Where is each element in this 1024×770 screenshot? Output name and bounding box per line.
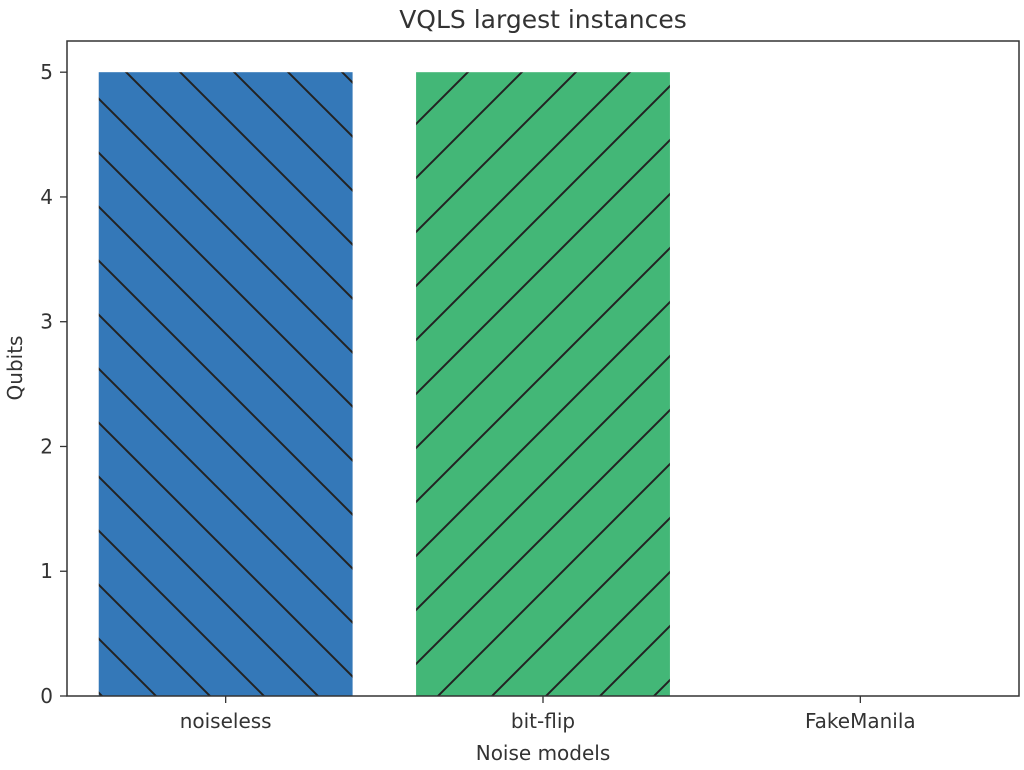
x-tick-label: noiseless <box>180 709 272 733</box>
y-tick-label: 2 <box>40 434 53 458</box>
x-tick-label: bit-flip <box>511 709 575 733</box>
bar-noiseless <box>98 72 353 696</box>
bar-bit-flip <box>416 72 670 696</box>
x-tick-label: FakeManila <box>805 709 916 733</box>
x-axis: noiseless bit-flip FakeManila <box>180 696 916 733</box>
bars-group <box>98 72 670 696</box>
y-tick-label: 0 <box>40 684 53 708</box>
y-tick-label: 1 <box>40 559 53 583</box>
y-axis: 0 1 2 3 4 5 <box>40 60 67 708</box>
chart-title: VQLS largest instances <box>399 5 687 34</box>
y-tick-label: 5 <box>40 60 53 84</box>
y-tick-label: 3 <box>40 310 53 334</box>
y-tick-label: 4 <box>40 185 53 209</box>
x-axis-label: Noise models <box>476 741 611 765</box>
y-axis-label: Qubits <box>3 336 27 401</box>
